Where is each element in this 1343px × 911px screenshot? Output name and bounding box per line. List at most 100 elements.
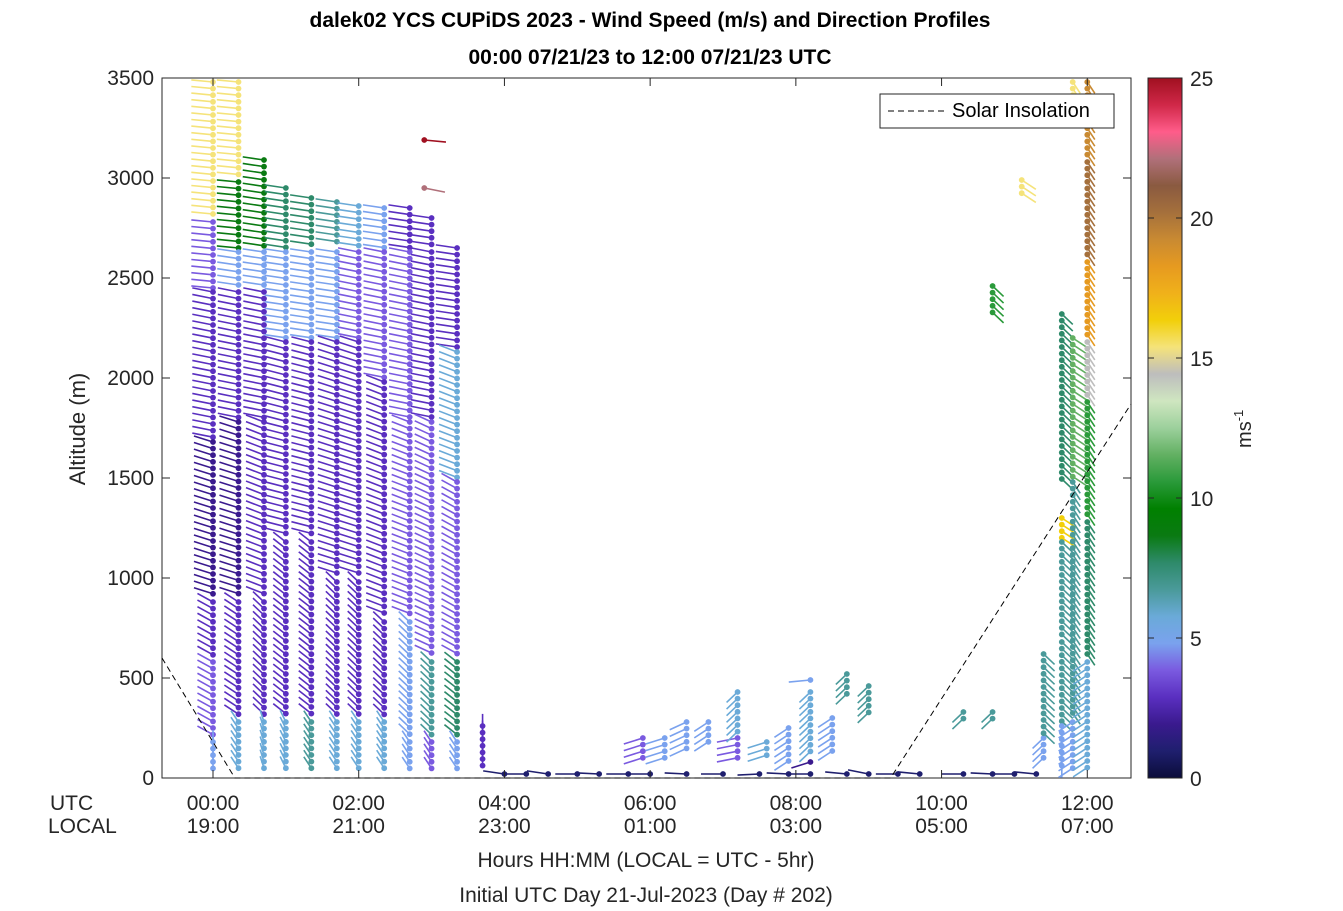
wind-barb (365, 512, 385, 522)
wind-barb-dot (235, 557, 242, 564)
wind-barb-dot (406, 387, 413, 394)
wind-barb (291, 474, 312, 482)
wind-barb (388, 372, 410, 379)
wind-barb (337, 215, 359, 220)
wind-barb-dot (1084, 618, 1091, 624)
wind-barb-dot (210, 308, 216, 315)
wind-barb-dot (381, 224, 388, 231)
wind-barb-dot (1058, 410, 1065, 416)
wind-barb-dot (210, 394, 216, 401)
wind-barb (365, 440, 385, 449)
wind-barb (435, 283, 458, 289)
wind-barb (365, 539, 385, 548)
wind-barb-dot (282, 523, 289, 530)
wind-barb (219, 573, 239, 582)
wind-barb-dot (355, 209, 362, 216)
wind-barb (410, 299, 432, 306)
wind-barb (291, 362, 312, 370)
wind-barb-dot (261, 445, 267, 452)
wind-barb-dot (261, 584, 267, 590)
wind-barb-dot (454, 624, 460, 631)
wind-barb (441, 532, 458, 543)
wind-barb-dot (1018, 190, 1025, 197)
wind-barb (363, 299, 385, 306)
wind-barb-dot (235, 348, 242, 355)
wind-barb (388, 313, 410, 319)
wind-barb (414, 420, 432, 430)
wind-barb (219, 467, 239, 476)
wind-barb-dot (235, 138, 242, 145)
wind-barb-dot (406, 544, 413, 551)
wind-barb (264, 287, 286, 293)
wind-barb (265, 362, 287, 370)
wind-barb-dot (282, 477, 289, 484)
wind-barb (339, 546, 359, 554)
wind-barb (265, 355, 287, 363)
wind-barb-dot (454, 752, 460, 759)
wind-barb (219, 580, 239, 588)
wind-barb (365, 565, 385, 575)
wind-barb (289, 200, 312, 206)
wind-barb-dot (210, 458, 216, 465)
wind-barb-dot (454, 672, 460, 679)
wind-barb (410, 372, 432, 379)
wind-barb (339, 414, 359, 422)
wind-barb-dot (355, 697, 362, 704)
wind-barb-dot (333, 719, 340, 725)
wind-barb-dot (1084, 358, 1091, 365)
wind-barb-dot (1084, 178, 1091, 185)
wind-barb (365, 453, 385, 462)
wind-barb (197, 619, 214, 630)
wind-barb-dot (1058, 462, 1065, 469)
wind-barb-dot (333, 523, 340, 530)
wind-barb (337, 260, 359, 266)
wind-barb-dot (381, 211, 388, 218)
wind-barb (219, 428, 239, 436)
wind-barb (264, 327, 286, 332)
wind-barb (388, 280, 410, 286)
wind-barb (243, 412, 265, 419)
wind-barb-dot (235, 544, 242, 551)
wind-barb (219, 586, 239, 595)
wind-barb-dot (1069, 597, 1076, 604)
wind-barb (410, 286, 432, 293)
wind-barb (216, 198, 239, 203)
wind-barb-dot (381, 438, 388, 445)
wind-barb-dot (235, 158, 242, 165)
wind-barb (441, 598, 458, 609)
wind-barb (291, 369, 312, 376)
wind-barb-dot (734, 722, 741, 728)
wind-barb-dot (355, 411, 362, 418)
wind-barb-dot (308, 545, 315, 552)
wind-barb-dot (454, 291, 460, 298)
wind-barb (243, 333, 265, 339)
wind-barb-dot (1069, 591, 1076, 598)
wind-barb-dot (210, 315, 216, 322)
wind-barb-dot (308, 295, 315, 302)
wind-barb-dot (381, 418, 388, 425)
wind-barb-dot (1069, 505, 1076, 512)
wind-barb-dot (428, 438, 435, 445)
wind-barb-dot (1069, 732, 1076, 739)
wind-barb (424, 187, 446, 193)
wind-barb (365, 407, 385, 416)
wind-barb-dot (916, 771, 923, 777)
wind-barb (388, 398, 410, 405)
wind-barb-dot (454, 578, 460, 584)
wind-barb (243, 320, 265, 326)
wind-barb (441, 505, 458, 516)
wind-barb (317, 467, 338, 475)
wind-barb-dot (210, 271, 216, 278)
wind-barb-dot (1058, 521, 1065, 528)
wind-barb (441, 518, 458, 529)
wind-barb (219, 520, 239, 529)
wind-barb (264, 294, 286, 299)
wind-barb-dot (807, 708, 814, 715)
wind-barb-dot (381, 491, 388, 498)
wind-barb-dot (1069, 361, 1076, 368)
wind-barb-dot (1084, 305, 1091, 312)
y-tick-label: 500 (119, 667, 154, 690)
wind-barb-dot (381, 288, 388, 295)
wind-barb-dot (261, 704, 267, 711)
wind-barb (365, 552, 385, 561)
